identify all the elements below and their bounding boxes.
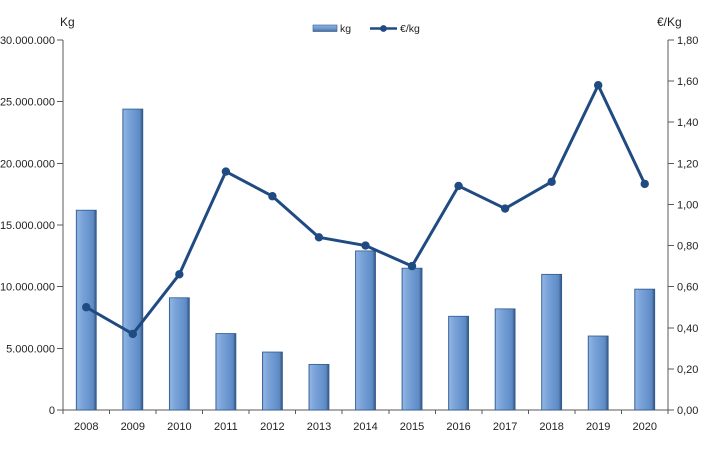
line-marker-2016 [454, 181, 463, 191]
left-axis-tick-label: 25.000.000 [0, 97, 55, 109]
bar-2020 [634, 288, 656, 411]
legend-kg-label: kg [340, 23, 351, 35]
bar-2016 [448, 315, 469, 411]
right-axis-tick-label: 0,00 [677, 405, 698, 417]
line-marker-2010 [175, 270, 184, 279]
left-axis-tick-label: 30.000.000 [0, 35, 55, 47]
bar-2018 [541, 273, 563, 411]
x-axis-category-label: 2013 [307, 421, 331, 433]
x-axis-category-label: 2008 [74, 421, 98, 433]
right-axis-tick-label: 1,40 [677, 117, 698, 129]
line-marker-2015 [407, 261, 417, 271]
line-marker-2011 [221, 167, 231, 176]
left-axis-tick-label: 20.000.000 [0, 158, 55, 170]
line-marker-2018 [547, 177, 556, 187]
bar-2009 [122, 108, 144, 411]
legend-eur-per-kg-label: €/kg [400, 23, 420, 35]
right-axis-tick-label: 0,40 [677, 323, 698, 335]
right-axis-tick-label: 1,60 [677, 76, 698, 88]
bar-2011 [215, 333, 237, 411]
bar-2012 [262, 351, 283, 411]
left-axis-tick-label: 15.000.000 [0, 220, 55, 232]
x-axis-category-label: 2012 [260, 421, 284, 433]
plot-area: 30.000.000 25.000.000 20.000.000 15.000.000… [0, 35, 698, 433]
legend: kg €/kg [312, 23, 420, 35]
x-axis-category-label: 2009 [121, 421, 145, 433]
right-axis-tick-label: 1,80 [677, 35, 698, 47]
line-marker-2013 [314, 233, 324, 242]
right-axis-title: €/Kg [657, 15, 682, 29]
line-marker-2020 [640, 179, 649, 189]
x-axis-category-label: 2020 [632, 421, 656, 433]
x-axis-category-label: 2016 [446, 421, 470, 433]
line-marker-2017 [500, 204, 510, 213]
x-axis-category-label: 2010 [167, 421, 191, 433]
bar-2014 [355, 250, 376, 411]
right-axis-tick-label: 0,80 [677, 241, 698, 253]
legend-bar-swatch-icon [312, 24, 338, 32]
x-axis-category-label: 2014 [353, 421, 377, 433]
line-marker-2008 [82, 303, 91, 312]
bar-2019 [587, 335, 609, 411]
left-axis-tick-label: 5.000.000 [6, 343, 55, 355]
bar-2017 [494, 308, 516, 411]
line-marker-2014 [361, 241, 370, 250]
right-axis-tick-label: 0,20 [677, 364, 698, 376]
legend-line-marker-icon [380, 25, 387, 32]
left-axis-tick-label: 10.000.000 [0, 282, 55, 294]
x-axis-category-label: 2011 [214, 421, 238, 433]
x-axis-category-label: 2019 [586, 421, 610, 433]
bar-2015 [401, 267, 423, 411]
right-axis-tick-label: 0,60 [677, 282, 698, 294]
left-axis-title: Kg [60, 15, 75, 29]
bar-2010 [168, 297, 190, 411]
bar-2013 [308, 363, 330, 411]
line-marker-2012 [268, 192, 277, 201]
left-axis-tick-label: 0 [49, 405, 55, 417]
line-marker-2019 [593, 81, 603, 90]
line-marker-2009 [128, 329, 138, 339]
x-axis-category-label: 2015 [400, 421, 424, 433]
right-axis-tick-label: 1,00 [677, 199, 698, 211]
x-axis-category-label: 2017 [493, 421, 517, 433]
x-axis-category-label: 2018 [539, 421, 563, 433]
right-axis-tick-label: 1,20 [677, 158, 698, 170]
